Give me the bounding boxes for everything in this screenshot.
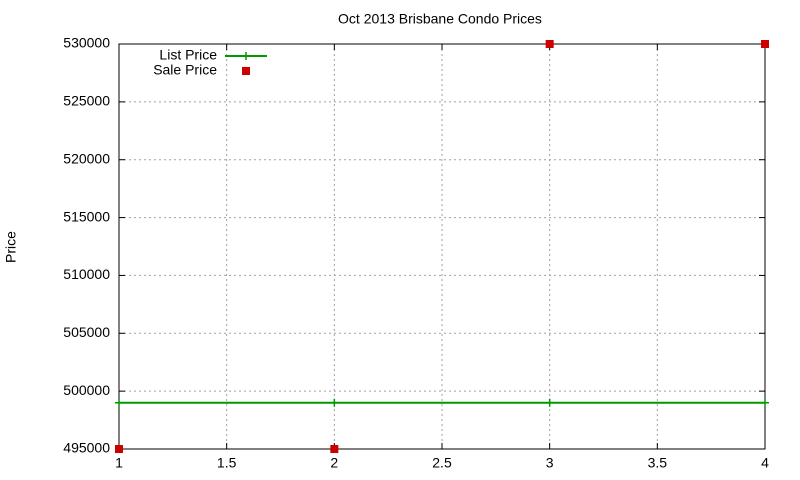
y-tick-label: 520000 bbox=[63, 150, 110, 166]
plot-border bbox=[118, 43, 766, 450]
point bbox=[545, 40, 554, 48]
point bbox=[330, 445, 339, 453]
y-tick-label: 510000 bbox=[63, 266, 110, 282]
y-tick-label: 495000 bbox=[63, 440, 110, 456]
x-tick-label: 1.5 bbox=[217, 455, 237, 471]
legend-marker bbox=[242, 67, 250, 75]
x-tick-label: 4 bbox=[761, 455, 769, 471]
point bbox=[761, 40, 769, 48]
point-marker bbox=[330, 398, 339, 407]
legend-label: Sale Price bbox=[153, 62, 217, 78]
y-tick-label: 500000 bbox=[63, 382, 110, 398]
y-tick-label: 505000 bbox=[63, 324, 110, 340]
x-tick-label: 2.5 bbox=[432, 455, 452, 471]
y-tick-label: 515000 bbox=[63, 208, 110, 224]
point bbox=[115, 445, 123, 453]
point-marker bbox=[545, 398, 554, 407]
legend-marker bbox=[242, 52, 250, 60]
x-tick-label: 3 bbox=[546, 455, 554, 471]
point-marker bbox=[115, 398, 123, 407]
x-tick-label: 2 bbox=[330, 455, 338, 471]
x-tick-label: 1 bbox=[115, 455, 123, 471]
point-marker bbox=[761, 398, 769, 407]
y-tick-label: 525000 bbox=[63, 93, 110, 109]
legend-label: List Price bbox=[159, 47, 217, 63]
x-tick-label: 3.5 bbox=[648, 455, 668, 471]
y-axis-label: Price bbox=[3, 231, 19, 263]
chart-title: Oct 2013 Brisbane Condo Prices bbox=[338, 11, 542, 27]
y-tick-label: 530000 bbox=[63, 35, 110, 51]
